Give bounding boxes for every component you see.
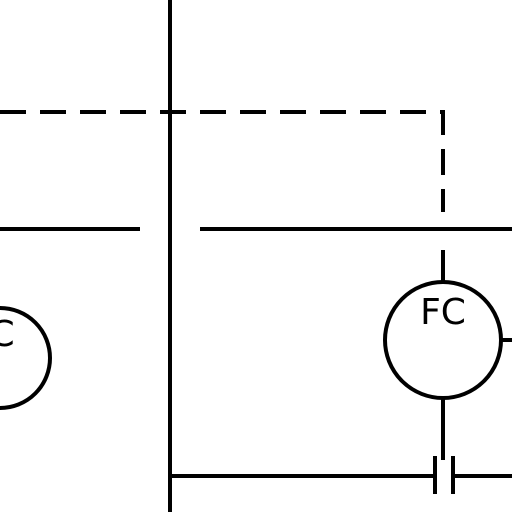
dashed-signal-line [0, 110, 445, 212]
instrument-circle-left [0, 306, 52, 410]
instrument-label-fc: FC [420, 292, 466, 333]
instrument-label-left: C [0, 314, 15, 355]
